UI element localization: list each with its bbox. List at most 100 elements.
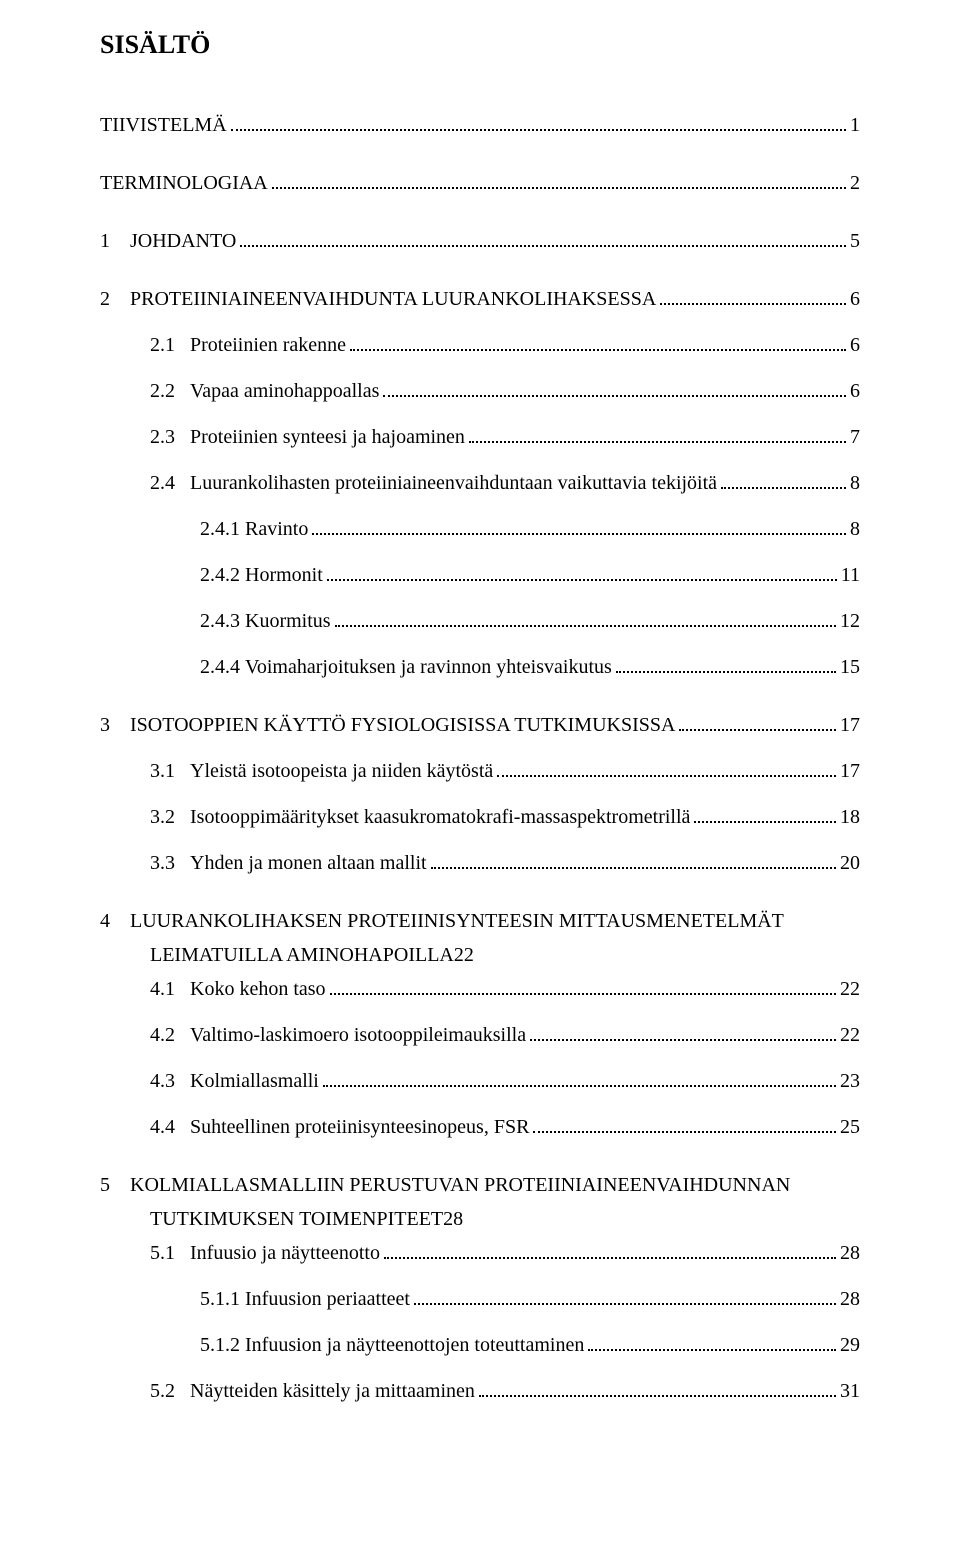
toc-label: Kuormitus: [240, 604, 331, 638]
toc-label: ISOTOOPPIEN KÄYTTÖ FYSIOLOGISISSA TUTKIM…: [110, 708, 675, 742]
toc-num: 2.1: [150, 328, 175, 362]
toc-page: 25: [840, 1110, 860, 1144]
toc-entry-s2-4-1: 2.4.1 Ravinto 8: [200, 512, 860, 546]
toc-page: 18: [840, 800, 860, 834]
toc-entry-s5-1-1: 5.1.1 Infuusion periaatteet 28: [200, 1282, 860, 1316]
toc-num: 3.2: [150, 800, 175, 834]
toc-label: Näytteiden käsittely ja mittaaminen: [175, 1374, 475, 1408]
toc-num: 4.2: [150, 1018, 175, 1052]
toc-entry-ch1: 1 JOHDANTO 5: [100, 224, 860, 258]
toc-page: 28: [443, 1202, 463, 1236]
toc-label-text: Infuusio ja näytteenotto: [190, 1242, 380, 1264]
toc-page: 17: [840, 708, 860, 742]
dot-leader: [272, 169, 846, 189]
toc-label: Proteiinien synteesi ja hajoaminen: [175, 420, 465, 454]
toc-num: 3.1: [150, 754, 175, 788]
toc-page: 28: [840, 1236, 860, 1270]
toc-entry-ch2: 2 PROTEIINIAINEENVAIHDUNTA LUURANKOLIHAK…: [100, 282, 860, 316]
toc-num: 1: [100, 224, 110, 258]
toc-page: 2: [850, 166, 860, 200]
toc-label: Yhden ja monen altaan mallit: [175, 846, 427, 880]
toc-page: 22: [840, 1018, 860, 1052]
toc-entry-s2-3: 2.3 Proteiinien synteesi ja hajoaminen 7: [150, 420, 860, 454]
page-title: SISÄLTÖ: [100, 30, 860, 60]
toc-entry-s2-4: 2.4 Luurankolihasten proteiiniaineenvaih…: [150, 466, 860, 500]
dot-leader: [335, 607, 836, 627]
dot-leader: [231, 111, 846, 131]
toc-entry-ch4: 4 LUURANKOLIHAKSEN PROTEIINISYNTEESIN MI…: [100, 904, 860, 972]
toc-page: 22: [454, 938, 474, 972]
toc-entry-s2-4-4: 2.4.4 Voimaharjoituksen ja ravinnon yhte…: [200, 650, 860, 684]
dot-leader: [384, 1239, 836, 1259]
toc-page: 7: [850, 420, 860, 454]
toc-label-line1: KOLMIALLASMALLIIN PERUSTUVAN PROTEIINIAI…: [130, 1174, 790, 1196]
toc-label-text: Voimaharjoituksen ja ravinnon yhteisvaik…: [245, 656, 612, 678]
toc-num: 5.1.2: [200, 1328, 240, 1362]
toc-num: 2.4: [150, 466, 175, 500]
dot-leader: [679, 711, 836, 731]
toc-page: 6: [850, 328, 860, 362]
toc-page: 31: [840, 1374, 860, 1408]
toc-entry-terminologiaa: TERMINOLOGIAA 2: [100, 166, 860, 200]
toc-num: 2.4.1: [200, 512, 240, 546]
toc-label: Hormonit: [240, 558, 323, 592]
toc-label: Ravinto: [240, 512, 308, 546]
toc-label-text: Vapaa aminohappoallas: [190, 380, 379, 402]
page-container: SISÄLTÖ TIIVISTELMÄ 1 TERMINOLOGIAA 2 1 …: [0, 0, 960, 1460]
toc-entry-s4-3: 4.3 Kolmiallasmalli 23: [150, 1064, 860, 1098]
dot-leader: [721, 469, 846, 489]
dot-leader: [616, 653, 836, 673]
toc-label-text: JOHDANTO: [130, 230, 236, 252]
toc-label-text: Ravinto: [245, 518, 308, 540]
toc-num: 3: [100, 708, 110, 742]
toc-num: 3.3: [150, 846, 175, 880]
dot-leader: [414, 1285, 836, 1305]
toc-page: 23: [840, 1064, 860, 1098]
dot-leader: [312, 515, 846, 535]
dot-leader: [588, 1331, 836, 1351]
toc-num: 4.1: [150, 972, 175, 1006]
toc-label-text: Hormonit: [245, 564, 323, 586]
toc-label-line2: TUTKIMUKSEN TOIMENPITEET: [150, 1202, 443, 1236]
toc-label: Valtimo-laskimoero isotooppileimauksilla: [175, 1018, 526, 1052]
toc-entry-s3-1: 3.1 Yleistä isotoopeista ja niiden käytö…: [150, 754, 860, 788]
toc-num: 4.3: [150, 1064, 175, 1098]
toc-page: 20: [840, 846, 860, 880]
toc-entry-s4-1: 4.1 Koko kehon taso 22: [150, 972, 860, 1006]
dot-leader: [660, 285, 846, 305]
toc-num: 2.4.2: [200, 558, 240, 592]
dot-leader: [497, 757, 836, 777]
toc-label: TERMINOLOGIAA: [100, 166, 268, 200]
toc-entry-s5-1: 5.1 Infuusio ja näytteenotto 28: [150, 1236, 860, 1270]
toc-label: PROTEIINIAINEENVAIHDUNTA LUURANKOLIHAKSE…: [110, 282, 656, 316]
toc-label-text: Isotooppimääritykset kaasukromatokrafi-m…: [190, 806, 690, 828]
toc-page: 29: [840, 1328, 860, 1362]
toc-page: 5: [850, 224, 860, 258]
toc-label-text: Proteiinien synteesi ja hajoaminen: [190, 426, 465, 448]
dot-leader: [533, 1113, 836, 1133]
toc-label-text: Valtimo-laskimoero isotooppileimauksilla: [190, 1024, 526, 1046]
toc-entry-s2-4-2: 2.4.2 Hormonit 11: [200, 558, 860, 592]
toc-num: 5: [100, 1174, 110, 1196]
toc-label: JOHDANTO: [110, 224, 236, 258]
dot-leader: [323, 1067, 836, 1087]
toc-entry-s3-3: 3.3 Yhden ja monen altaan mallit 20: [150, 846, 860, 880]
toc-label-text: Proteiinien rakenne: [190, 334, 346, 356]
toc-entry-s5-1-2: 5.1.2 Infuusion ja näytteenottojen toteu…: [200, 1328, 860, 1362]
toc-num: 2.4.3: [200, 604, 240, 638]
toc-num: 2.3: [150, 420, 175, 454]
toc-label-text: Kolmiallasmalli: [190, 1070, 319, 1092]
toc-label: Infuusio ja näytteenotto: [175, 1236, 380, 1270]
toc-label-text: Infuusion ja näytteenottojen toteuttamin…: [245, 1334, 584, 1356]
toc-label: Koko kehon taso: [175, 972, 326, 1006]
toc-entry-s2-2: 2.2 Vapaa aminohappoallas 6: [150, 374, 860, 408]
toc-label: Luurankolihasten proteiiniaineenvaihdunt…: [175, 466, 717, 500]
toc-num: 4: [100, 910, 110, 932]
dot-leader: [383, 377, 846, 397]
toc-label: Isotooppimääritykset kaasukromatokrafi-m…: [175, 800, 690, 834]
toc-label-text: Näytteiden käsittely ja mittaaminen: [190, 1380, 475, 1402]
toc-num: 2: [100, 282, 110, 316]
toc-page: 8: [850, 466, 860, 500]
toc-num: 5.2: [150, 1374, 175, 1408]
toc-label: Infuusion ja näytteenottojen toteuttamin…: [240, 1328, 584, 1362]
